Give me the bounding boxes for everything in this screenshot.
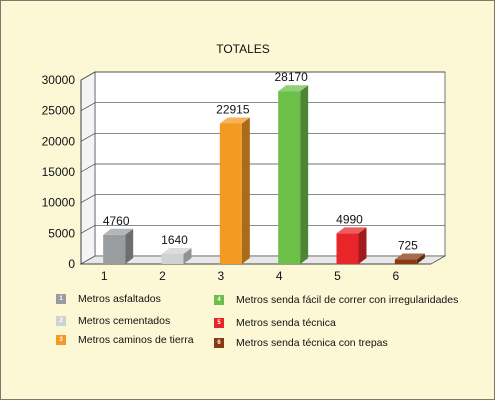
legend-item-3: 3 Metros caminos de tierra: [56, 333, 194, 347]
gridline: [80, 224, 445, 234]
plot-floor: [79, 255, 447, 265]
bar: [278, 91, 301, 264]
chart-title: TOTALES: [216, 42, 270, 56]
legend-label-4: Metros senda fácil de correr con irregul…: [236, 294, 459, 306]
y-tick-label: 20000: [42, 134, 76, 148]
data-label: 4990: [336, 212, 363, 226]
bar: [336, 233, 359, 264]
gridline: [80, 102, 445, 111]
bar-top: [161, 247, 192, 254]
legend-swatch-3: 3: [56, 335, 66, 345]
bar-top: [336, 227, 367, 234]
x-tick-label: 1: [101, 269, 108, 283]
bar-top: [219, 117, 250, 124]
gridline: [80, 132, 445, 142]
data-label: 1640: [161, 233, 188, 247]
legend-swatch-4: 4: [214, 295, 224, 305]
y-tick-label: 15000: [42, 165, 76, 179]
bar-side: [358, 227, 367, 264]
x-tick-label: 3: [217, 269, 224, 283]
bar-top: [278, 85, 309, 92]
data-label: 4760: [103, 214, 130, 228]
bar: [103, 234, 126, 264]
legend-item-5: 5 Metros senda técnica: [214, 316, 336, 330]
legend-swatch-1: 1: [56, 294, 66, 304]
legend-item-4: 4 Metros senda fácil de correr con irreg…: [214, 293, 458, 307]
bar: [161, 253, 184, 264]
data-label: 22915: [216, 102, 250, 116]
y-tick-label: 0: [68, 257, 75, 271]
legend-swatch-6: 6: [214, 338, 224, 348]
legend-label-5: Metros senda técnica: [236, 317, 336, 329]
legend-label-1: Metros asfaltados: [78, 293, 161, 305]
legend-item-2: 2 Metros cementados: [56, 314, 170, 328]
bar-side: [241, 117, 250, 264]
bar-side: [183, 247, 192, 264]
bar-side: [300, 85, 309, 264]
gridline: [80, 194, 445, 203]
x-tick-label: 5: [334, 269, 341, 283]
gridline: [80, 163, 445, 173]
bar-side: [125, 228, 134, 264]
x-tick-label: 6: [392, 269, 399, 283]
bar: [394, 259, 417, 264]
x-tick-label: 4: [276, 269, 283, 283]
y-tick-label: 5000: [48, 226, 75, 240]
y-tick-label: 25000: [42, 104, 76, 118]
gridline: [80, 71, 445, 81]
bar: [219, 123, 242, 264]
legend-label-6: Metros senda técnica con trepas: [236, 337, 388, 349]
bar-side: [416, 253, 425, 264]
legend-label-2: Metros cementados: [78, 315, 171, 327]
y-tick-label: 10000: [42, 196, 76, 210]
y-tick-label: 30000: [42, 73, 76, 87]
legend-item-1: 1 Metros asfaltados: [56, 292, 161, 306]
x-tick-label: 2: [159, 269, 166, 283]
data-label: 28170: [274, 70, 308, 84]
bar-top: [394, 253, 425, 260]
legend-swatch-2: 2: [56, 316, 66, 326]
legend-label-3: Metros caminos de tierra: [78, 334, 194, 346]
bar-top: [103, 228, 134, 235]
legend-item-6: 6 Metros senda técnica con trepas: [214, 336, 388, 350]
legend-swatch-5: 5: [214, 318, 224, 328]
data-label: 725: [398, 239, 418, 253]
